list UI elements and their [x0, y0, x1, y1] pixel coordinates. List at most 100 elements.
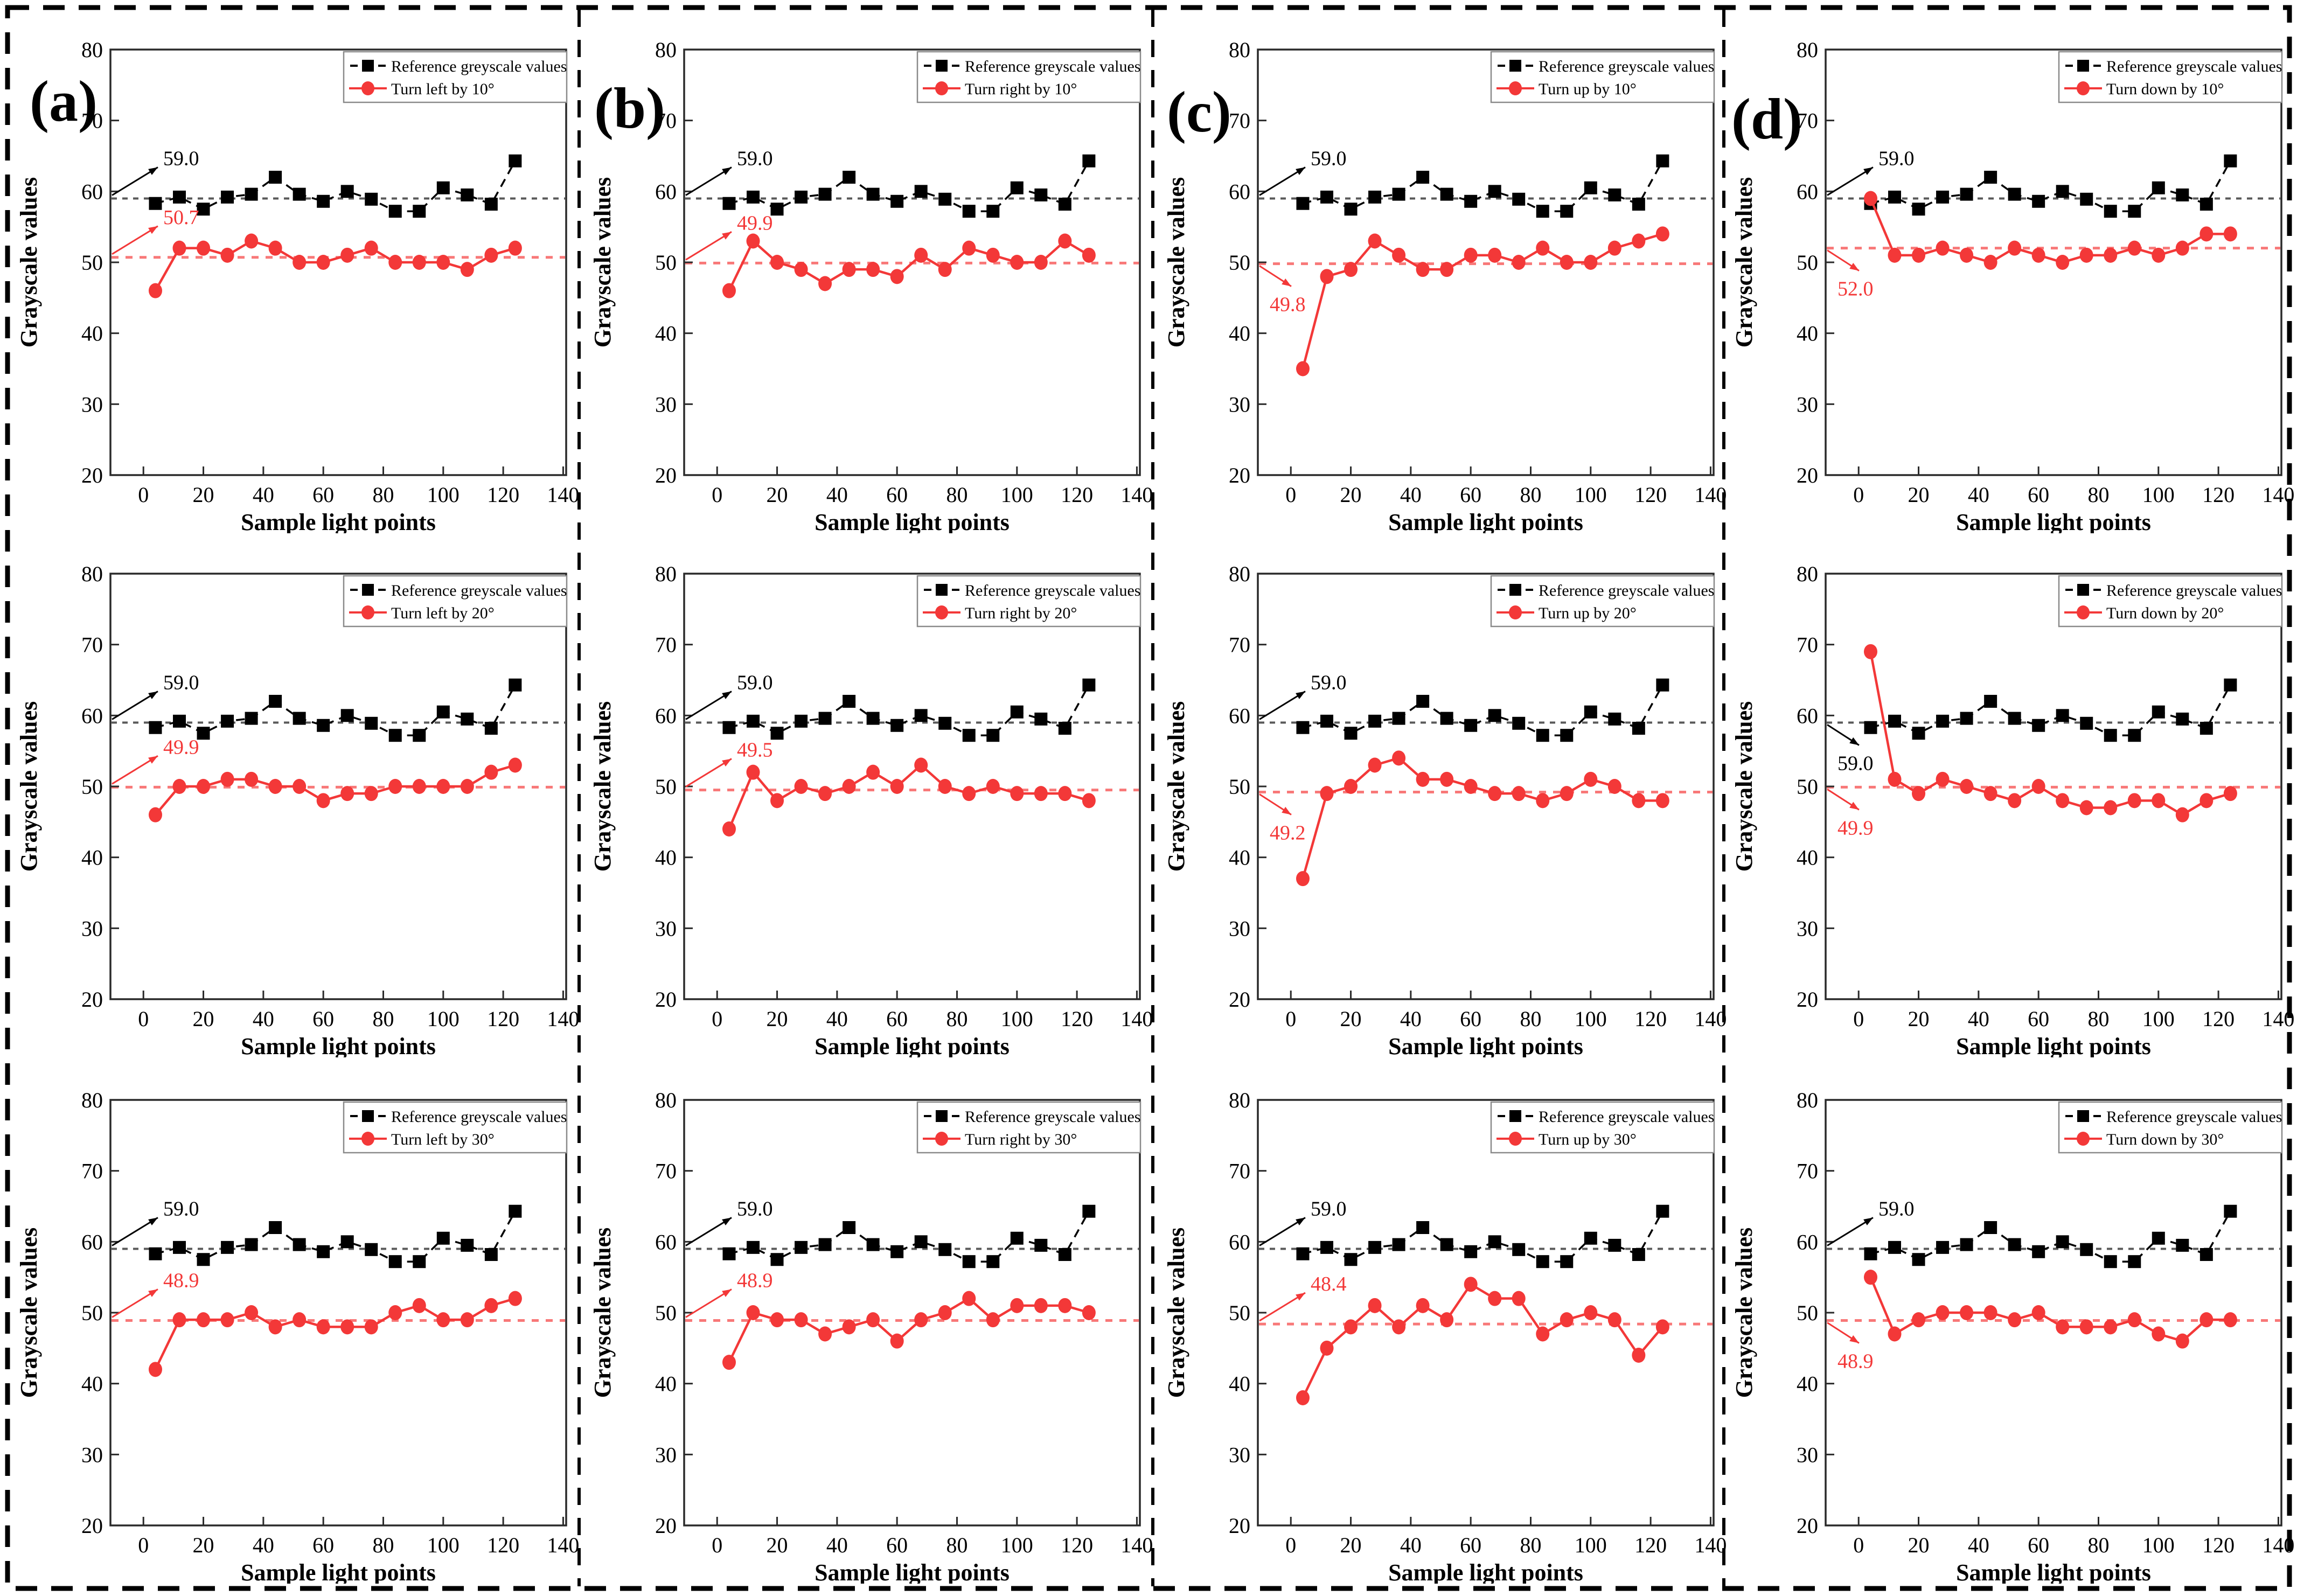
chart-turn-left-30: 20 30 40 50 60 70 80 0 20 40 60 80 100 120 140 Sample l…: [11, 1062, 581, 1584]
legend-rotation-label: Turn left by 20°: [391, 604, 495, 622]
reference-point: [2056, 185, 2069, 198]
reference-point: [938, 1243, 952, 1256]
y-tick-label: 50: [81, 250, 103, 275]
rotation-point: [1960, 779, 1974, 794]
reference-point: [2104, 729, 2117, 742]
reference-point: [1632, 1248, 1645, 1262]
legend-reference-marker: [936, 60, 948, 72]
legend-rotation-label: Turn up by 20°: [1539, 604, 1637, 622]
rotation-point: [818, 1326, 832, 1342]
reference-point: [2199, 198, 2213, 211]
x-tick-label: 140: [1694, 483, 1727, 507]
reference-point: [914, 185, 928, 198]
rotation-point: [1912, 247, 1926, 263]
rotation-point: [412, 779, 426, 794]
rotation-point: [2127, 240, 2141, 256]
x-tick-label: 20: [1340, 1533, 1362, 1557]
rotation-mean-annotation-label: 49.9: [163, 736, 199, 758]
rotation-point: [1863, 1270, 1877, 1285]
axis-tick-labels: 20 30 40 50 60 70 80 0 20 40 60 80 100 120 140: [81, 1088, 579, 1557]
rotation-point: [842, 1319, 856, 1335]
rotation-point: [1912, 786, 1926, 802]
rotation-point: [316, 255, 330, 270]
y-tick-label: 60: [81, 1230, 103, 1254]
x-tick-label: 100: [2142, 1007, 2175, 1031]
legend: Reference greyscale values Turn up by 10°: [1490, 51, 1715, 103]
rotation-point: [722, 283, 736, 298]
x-tick-label: 80: [946, 1533, 967, 1557]
rotation-mean-annotation-label: 48.9: [737, 1269, 773, 1292]
legend-reference-marker: [1509, 1110, 1521, 1122]
y-tick-label: 50: [81, 775, 103, 799]
rotation-point: [484, 764, 498, 780]
rotation-point: [1488, 247, 1502, 263]
y-tick-label: 50: [655, 250, 677, 275]
rotation-point: [2199, 1312, 2214, 1328]
reference-point: [866, 712, 880, 725]
reference-point: [269, 171, 282, 184]
x-tick-label: 80: [946, 1007, 967, 1031]
legend-rotation-marker: [1509, 81, 1522, 95]
y-tick-label: 70: [1797, 633, 1818, 657]
reference-point: [2152, 181, 2165, 194]
y-tick-label: 80: [1797, 1088, 1818, 1112]
x-tick-label: 120: [1634, 1533, 1667, 1557]
rotation-point: [962, 240, 976, 256]
reference-point: [2104, 1255, 2117, 1269]
x-tick-label: 60: [2028, 483, 2049, 507]
y-tick-label: 80: [81, 562, 103, 586]
y-tick-label: 30: [1797, 916, 1818, 940]
y-tick-label: 20: [81, 987, 103, 1012]
rotation-point: [1368, 233, 1382, 249]
rotation-point: [1464, 247, 1478, 263]
x-tick-label: 80: [2087, 483, 2109, 507]
y-tick-label: 50: [81, 1301, 103, 1325]
rotation-point: [794, 262, 808, 277]
reference-series: [1864, 154, 2237, 218]
reference-point: [1082, 678, 1096, 692]
x-tick-label: 0: [712, 483, 722, 507]
x-tick-label: 40: [826, 483, 848, 507]
reference-point: [2032, 194, 2045, 208]
rotation-point: [866, 1312, 880, 1328]
reference-point: [890, 719, 904, 732]
rotation-point: [1607, 240, 1621, 256]
reference-point: [365, 192, 378, 206]
reference-mean-annotation-label: 59.0: [163, 148, 199, 170]
rotation-point: [508, 757, 522, 773]
legend-reference-marker: [362, 1110, 374, 1122]
rotation-point: [197, 779, 211, 794]
y-tick-label: 40: [1229, 1372, 1250, 1396]
rotation-point: [268, 1319, 282, 1335]
panel-label-a: (a): [30, 69, 98, 134]
x-tick-label: 20: [1908, 1533, 1930, 1557]
rotation-point: [2199, 226, 2214, 242]
rotation-mean-annotation-label: 49.8: [1270, 294, 1306, 316]
rotation-point: [484, 247, 498, 263]
legend-reference-label: Reference greyscale values: [1539, 1108, 1714, 1126]
rotation-point: [2008, 240, 2022, 256]
reference-point: [484, 198, 498, 211]
reference-point: [986, 729, 1000, 742]
rotation-point: [2104, 1319, 2118, 1335]
reference-point: [747, 714, 760, 728]
x-tick-label: 120: [1061, 483, 1093, 507]
reference-point: [2176, 188, 2189, 201]
legend: Reference greyscale values Turn left by 1…: [343, 51, 568, 103]
reference-point: [484, 1248, 498, 1262]
y-tick-label: 80: [1229, 38, 1250, 62]
reference-point: [1960, 1238, 1973, 1251]
legend-rotation-label: Turn left by 10°: [391, 80, 495, 98]
reference-point: [221, 190, 234, 204]
legend-rotation-marker: [2077, 605, 2090, 619]
legend-rotation-marker: [361, 81, 374, 95]
reference-point: [795, 190, 808, 204]
rotation-point: [220, 1312, 234, 1328]
rotation-point: [1960, 247, 1974, 263]
rotation-mean-annotation-label: 49.9: [737, 212, 773, 234]
x-tick-label: 120: [2202, 1007, 2235, 1031]
reference-point: [962, 205, 976, 218]
x-axis-title: Sample light points: [1956, 1559, 2151, 1584]
reference-point: [1584, 1231, 1597, 1245]
reference-point: [221, 714, 234, 728]
